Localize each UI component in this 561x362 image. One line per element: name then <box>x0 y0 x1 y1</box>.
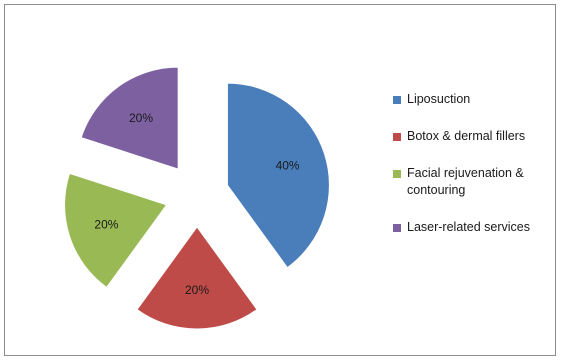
legend-swatch-facial <box>393 170 401 178</box>
legend-swatch-botox <box>393 133 401 141</box>
pie-slice-facial <box>64 172 168 289</box>
chart-area: 40% 20% 20% 20% Liposuction Botox & dermal … <box>4 4 556 356</box>
pie-slice-liposuction <box>226 82 330 269</box>
legend-item-liposuction: Liposuction <box>393 91 553 108</box>
data-label-laser: 20% <box>129 111 153 125</box>
data-label-liposuction: 40% <box>276 159 300 173</box>
legend-label-botox: Botox & dermal fillers <box>407 129 526 143</box>
legend-label-liposuction: Liposuction <box>407 92 471 106</box>
legend-item-laser: Laser-related services <box>393 219 553 236</box>
legend-label-facial: Facial rejuvenation & contouring <box>407 166 524 197</box>
legend-swatch-laser <box>393 224 401 232</box>
legend-swatch-liposuction <box>393 96 401 104</box>
pie-slice-laser <box>80 66 179 170</box>
data-label-facial: 20% <box>94 217 118 231</box>
pie-slice-botox <box>136 226 258 330</box>
pie-chart: 40% 20% 20% 20% <box>64 66 330 330</box>
legend: Liposuction Botox & dermal fillers Facia… <box>393 91 553 256</box>
legend-item-botox: Botox & dermal fillers <box>393 128 553 145</box>
legend-item-facial: Facial rejuvenation & contouring <box>393 165 553 199</box>
legend-label-laser: Laser-related services <box>407 220 530 234</box>
data-label-botox: 20% <box>185 283 209 297</box>
